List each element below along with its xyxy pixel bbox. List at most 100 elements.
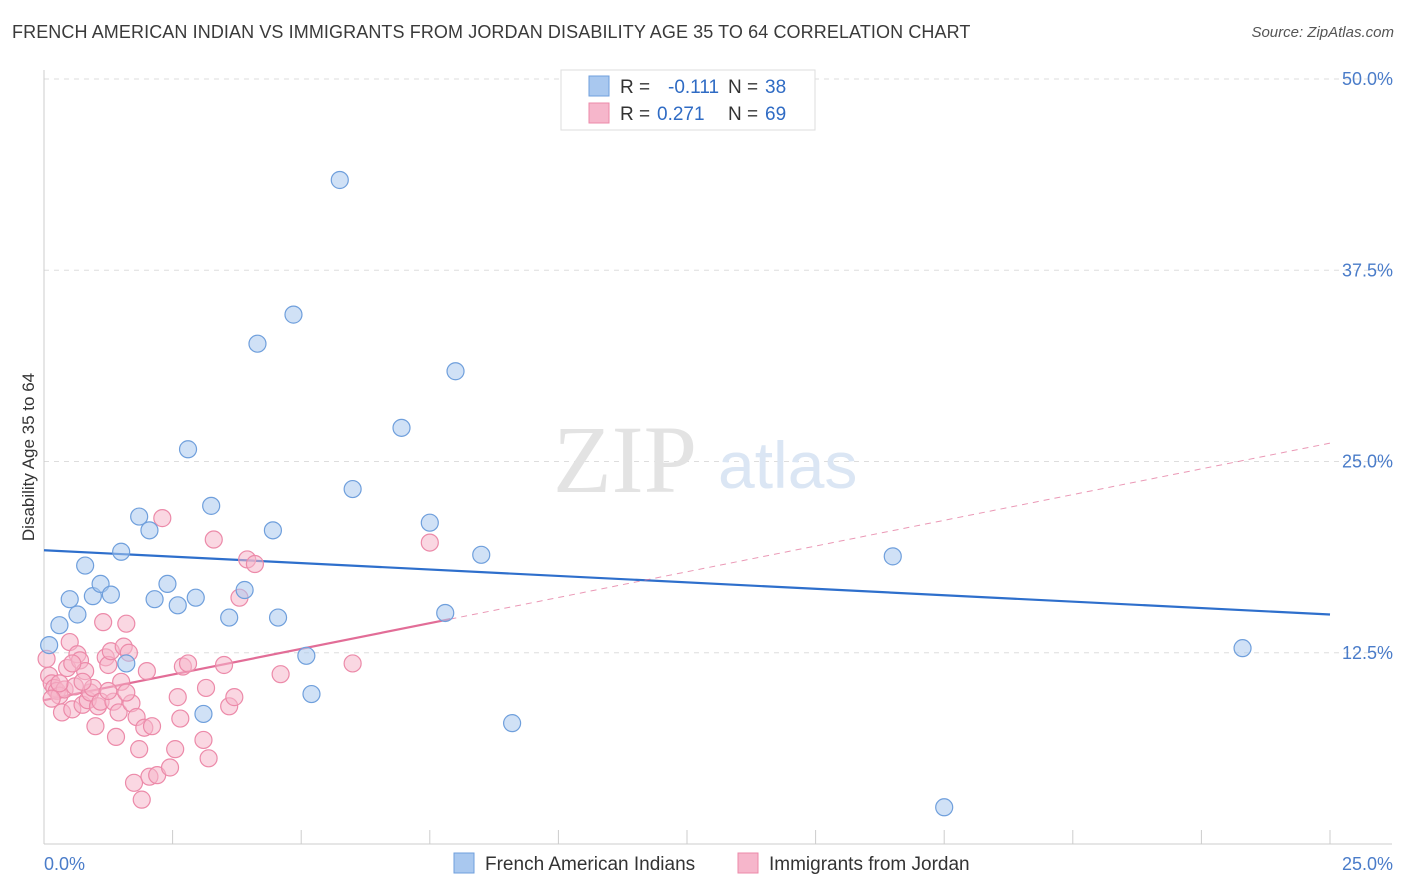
- x-tick-label: 0.0%: [44, 854, 85, 874]
- data-point-jordan: [271, 665, 290, 684]
- data-point-french-american-indian: [68, 605, 87, 624]
- data-point-jordan: [130, 740, 149, 759]
- data-point-jordan: [124, 773, 144, 792]
- data-point-jordan: [245, 554, 265, 574]
- watermark: ZIP atlas: [553, 406, 857, 513]
- data-point-jordan: [160, 758, 180, 777]
- data-point-french-american-indian: [284, 305, 303, 324]
- data-point-jordan: [168, 688, 187, 707]
- y-axis-title: Disability Age 35 to 64: [19, 373, 38, 541]
- data-point-jordan: [132, 790, 151, 809]
- data-point-french-american-indian: [112, 542, 131, 561]
- data-point-jordan: [73, 672, 92, 691]
- series-legend-swatch-blue: [453, 852, 475, 874]
- data-point-jordan: [420, 533, 439, 552]
- series-legend-swatch-pink: [737, 852, 759, 874]
- y-tick-label: 12.5%: [1342, 643, 1393, 663]
- data-point-french-american-indian: [446, 362, 465, 381]
- data-point-french-american-indian: [235, 580, 254, 600]
- data-point-jordan: [142, 717, 162, 736]
- data-point-french-american-indian: [60, 590, 79, 609]
- data-point-french-american-indian: [178, 440, 198, 459]
- series-legend-label-blue: French American Indians: [485, 854, 695, 875]
- data-point-french-american-indian: [302, 684, 321, 704]
- data-point-jordan: [117, 683, 136, 702]
- data-point-french-american-indian: [1233, 639, 1252, 658]
- data-point-french-american-indian: [935, 798, 954, 817]
- data-point-french-american-indian: [472, 545, 491, 564]
- data-point-french-american-indian: [202, 496, 221, 515]
- data-point-french-american-indian: [40, 635, 59, 655]
- x-tick-label: 25.0%: [1342, 854, 1393, 874]
- data-point-jordan: [99, 681, 118, 701]
- data-point-french-american-indian: [297, 646, 316, 665]
- grid-lines: [44, 78, 1392, 654]
- data-point-jordan: [196, 678, 216, 698]
- data-point-jordan: [343, 654, 362, 673]
- data-point-jordan: [63, 654, 82, 673]
- data-point-jordan: [42, 689, 61, 708]
- data-point-jordan: [109, 703, 128, 722]
- data-point-jordan: [86, 717, 105, 736]
- series-legend-label-pink: Immigrants from Jordan: [769, 854, 970, 875]
- watermark-zip: ZIP: [553, 406, 697, 513]
- data-point-jordan: [137, 662, 156, 681]
- series-immigrants-from-jordan: [37, 509, 439, 809]
- stats-legend-n-value-blue: 38: [765, 77, 786, 98]
- data-point-french-american-indian: [392, 418, 411, 437]
- data-point-french-american-indian: [220, 608, 239, 627]
- data-point-jordan: [178, 654, 198, 673]
- data-point-french-american-indian: [130, 507, 149, 526]
- data-point-french-american-indian: [263, 521, 283, 540]
- data-point-french-american-indian: [101, 585, 120, 604]
- data-point-french-american-indian: [194, 704, 213, 724]
- stats-legend-r-value-pink: 0.271: [657, 104, 705, 125]
- y-tick-label: 50.0%: [1342, 69, 1393, 89]
- data-point-french-american-indian: [436, 603, 455, 623]
- data-point-french-american-indian: [330, 170, 349, 190]
- data-point-jordan: [225, 688, 244, 707]
- source-label: Source: ZipAtlas.com: [1251, 24, 1394, 41]
- stats-legend-n-label-blue: N =: [728, 77, 758, 98]
- stats-legend-n-label-pink: N =: [728, 104, 758, 125]
- data-point-french-american-indian: [248, 334, 267, 353]
- stats-legend: R = -0.111 N = 38 R = 0.271 N = 69: [560, 69, 816, 131]
- data-point-french-american-indian: [50, 616, 69, 635]
- data-point-jordan: [199, 749, 218, 768]
- series-legend: French American Indians Immigrants from …: [453, 852, 970, 875]
- data-point-french-american-indian: [268, 608, 288, 627]
- stats-legend-r-label-blue: R =: [620, 77, 650, 98]
- data-point-jordan: [117, 614, 136, 633]
- data-point-jordan: [94, 613, 113, 632]
- chart-title: FRENCH AMERICAN INDIAN VS IMMIGRANTS FRO…: [12, 22, 971, 42]
- data-point-jordan: [166, 740, 185, 759]
- data-point-jordan: [106, 727, 126, 747]
- data-point-jordan: [153, 509, 172, 528]
- data-point-french-american-indian: [420, 513, 439, 532]
- data-point-french-american-indian: [158, 574, 177, 594]
- data-point-french-american-indian: [117, 654, 136, 673]
- data-point-french-american-indian: [343, 479, 362, 499]
- data-point-french-american-indian: [503, 714, 522, 733]
- stats-legend-r-value-blue: -0.111: [668, 77, 719, 98]
- x-axis-tick-labels: 0.0% 25.0%: [44, 854, 1393, 874]
- data-point-french-american-indian: [883, 547, 902, 566]
- data-point-jordan: [204, 530, 223, 549]
- data-point-jordan: [214, 655, 234, 675]
- data-point-french-american-indian: [186, 588, 205, 607]
- data-point-french-american-indian: [145, 590, 164, 609]
- axes: [43, 70, 1392, 845]
- data-point-french-american-indian: [76, 556, 95, 575]
- y-axis-tick-labels: 12.5% 25.0% 37.5% 50.0%: [1342, 69, 1393, 663]
- data-point-french-american-indian: [140, 521, 159, 540]
- y-tick-label: 37.5%: [1342, 260, 1393, 280]
- y-tick-label: 25.0%: [1342, 452, 1393, 472]
- stats-legend-swatch-pink: [588, 102, 610, 124]
- series-french-american-indians: [40, 170, 1252, 817]
- data-point-jordan: [50, 674, 69, 693]
- stats-legend-swatch-blue: [588, 75, 610, 97]
- data-point-jordan: [171, 709, 190, 728]
- stats-legend-n-value-pink: 69: [765, 104, 786, 125]
- data-point-jordan: [194, 730, 213, 750]
